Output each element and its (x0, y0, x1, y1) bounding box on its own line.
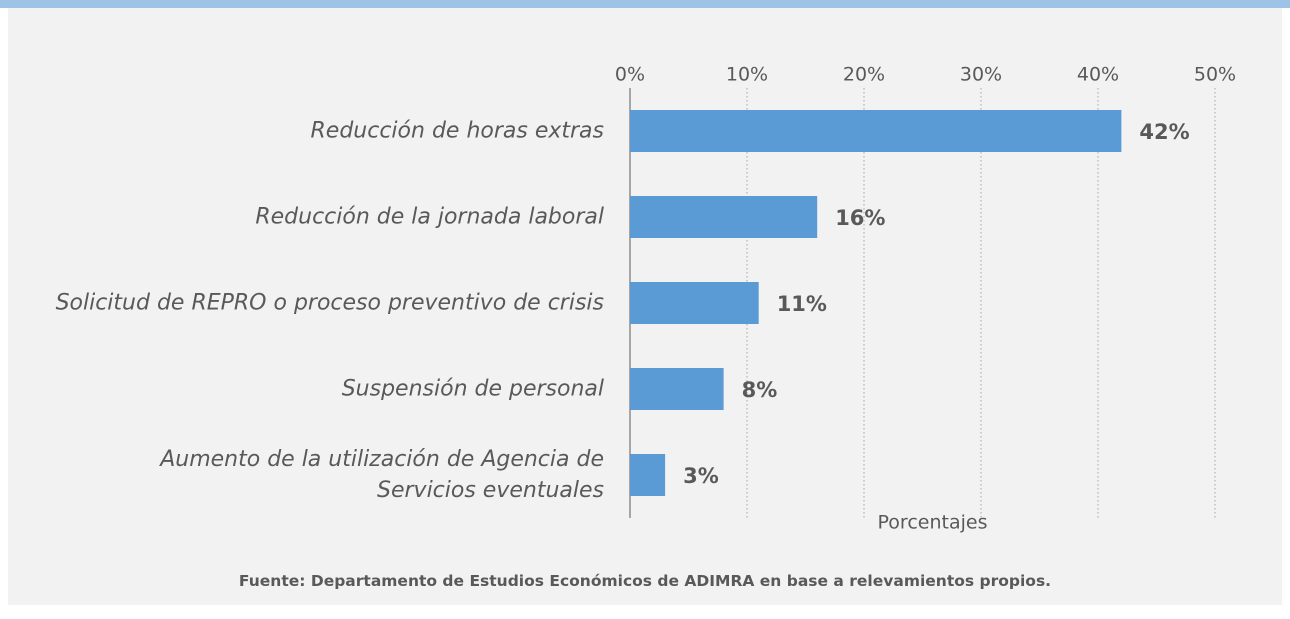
x-axis-label: Porcentajes (878, 512, 988, 534)
category-label: Reducción de la jornada laboral (255, 204, 604, 230)
bar (630, 110, 1122, 152)
value-label: 16% (835, 206, 885, 230)
bar (630, 282, 759, 324)
bar (630, 454, 666, 496)
bar (630, 368, 724, 410)
category-label: Suspensión de personal (341, 376, 604, 402)
x-tick-label: 0% (615, 64, 645, 86)
source-note: Fuente: Departamento de Estudios Económi… (238, 572, 1052, 590)
category-label: Solicitud de REPRO o proceso preventivo … (55, 290, 604, 316)
x-tick-label: 50% (1194, 64, 1236, 86)
x-tick-label: 30% (960, 64, 1002, 86)
category-label: Reducción de horas extras (310, 118, 604, 144)
value-label: 11% (777, 292, 827, 316)
category-label: Aumento de la utilización de Agencia de … (160, 447, 604, 503)
x-tick-label: 40% (1077, 64, 1119, 86)
value-label: 42% (1139, 120, 1189, 144)
value-label: 3% (683, 464, 719, 488)
value-label: 8% (742, 378, 778, 402)
bar (630, 196, 818, 238)
x-tick-label: 10% (726, 64, 768, 86)
top-band (0, 0, 1290, 8)
x-tick-label: 20% (843, 64, 885, 86)
